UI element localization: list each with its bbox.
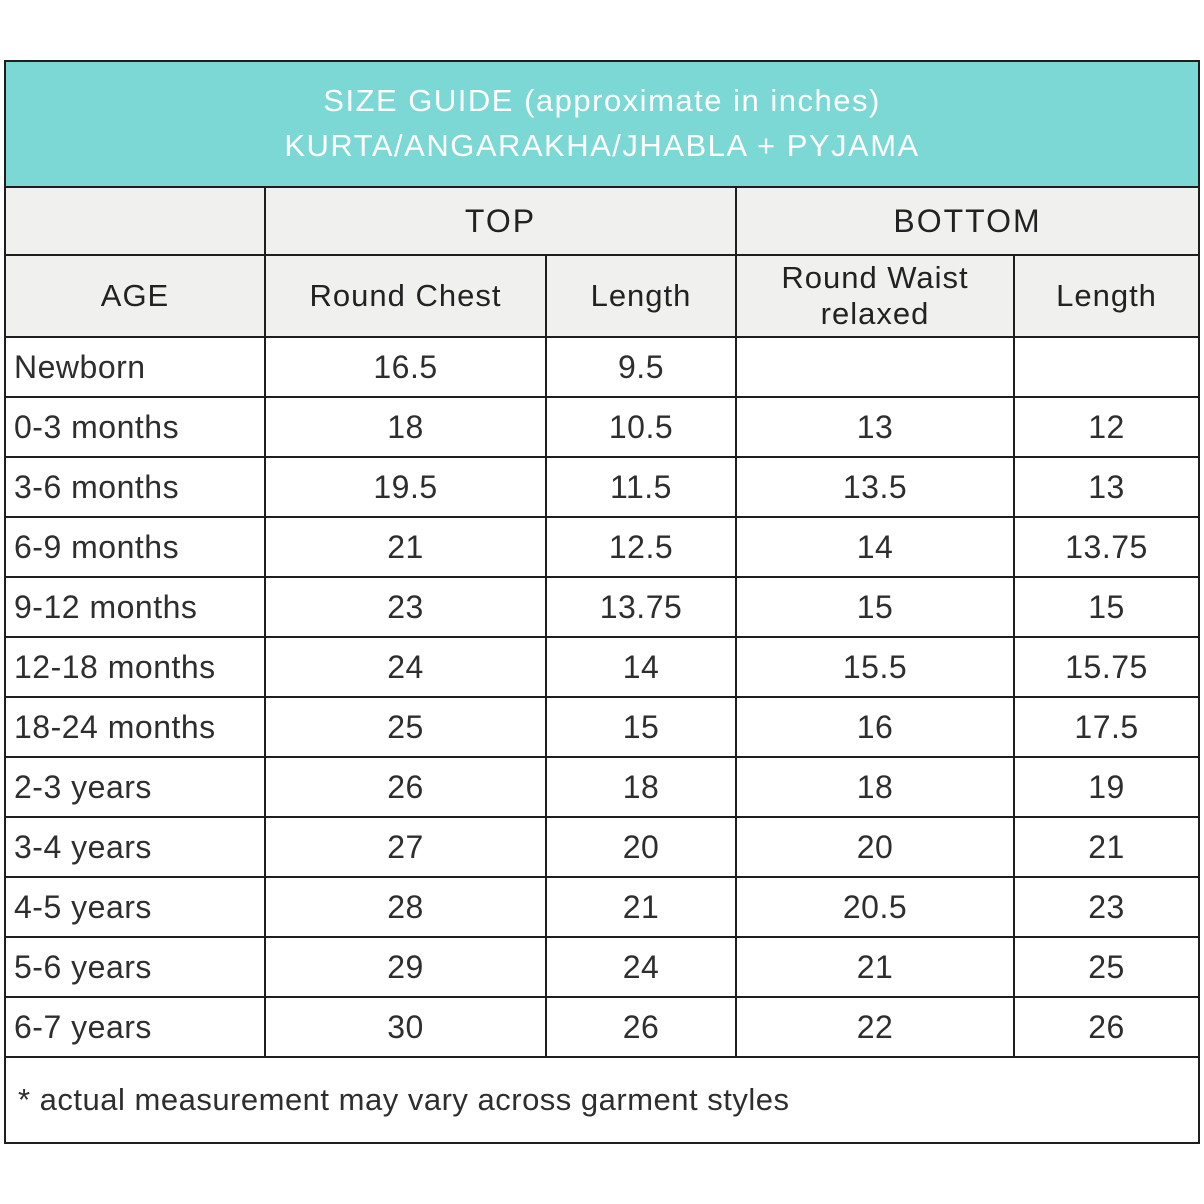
round-chest-cell: 19.5 <box>264 456 547 518</box>
top-length-cell: 18 <box>545 756 737 818</box>
age-cell: 4-5 years <box>4 876 266 938</box>
bottom-length-cell: 12 <box>1012 396 1201 458</box>
bottom-length-cell: 15.75 <box>1012 636 1201 698</box>
top-length-cell: 20 <box>545 816 737 878</box>
top-length-cell: 15 <box>545 696 737 758</box>
group-header-top: TOP <box>264 186 737 256</box>
age-cell: 6-7 years <box>4 996 266 1058</box>
bottom-length-cell: 15 <box>1012 576 1201 638</box>
table-row: 6-7 years 30 26 22 26 <box>4 996 1201 1058</box>
round-waist-cell: 22 <box>735 996 1015 1058</box>
banner-title: SIZE GUIDE (approximate in inches) KURTA… <box>3 60 1201 188</box>
bottom-length-cell: 17.5 <box>1012 696 1201 758</box>
round-waist-cell: 15.5 <box>735 636 1015 698</box>
bottom-length-cell <box>1012 336 1201 398</box>
round-chest-cell: 16.5 <box>264 336 547 398</box>
age-cell: 18-24 months <box>4 696 266 758</box>
round-waist-cell: 13 <box>735 396 1015 458</box>
column-header-age: AGE <box>4 254 266 338</box>
age-cell: 2-3 years <box>4 756 266 818</box>
top-length-cell: 24 <box>545 936 737 998</box>
group-header-empty <box>4 186 266 256</box>
round-waist-cell: 14 <box>735 516 1015 578</box>
bottom-length-cell: 19 <box>1012 756 1201 818</box>
age-cell: 5-6 years <box>4 936 266 998</box>
age-cell: 0-3 months <box>4 396 266 458</box>
top-length-cell: 21 <box>545 876 737 938</box>
round-chest-cell: 18 <box>264 396 547 458</box>
top-length-cell: 26 <box>545 996 737 1058</box>
age-cell: 9-12 months <box>4 576 266 638</box>
round-chest-cell: 30 <box>264 996 547 1058</box>
banner-row: SIZE GUIDE (approximate in inches) KURTA… <box>3 60 1201 188</box>
age-cell: Newborn <box>4 336 266 398</box>
round-waist-cell: 20.5 <box>735 876 1015 938</box>
round-chest-cell: 27 <box>264 816 547 878</box>
group-header-bottom: BOTTOM <box>734 186 1201 256</box>
top-length-cell: 14 <box>545 636 737 698</box>
age-cell: 3-4 years <box>4 816 266 878</box>
round-chest-cell: 21 <box>264 516 547 578</box>
top-length-cell: 12.5 <box>545 516 737 578</box>
table-row: 0-3 months 18 10.5 13 12 <box>4 396 1201 458</box>
table-row: 18-24 months 25 15 16 17.5 <box>4 696 1201 758</box>
table-row: 3-6 months 19.5 11.5 13.5 13 <box>4 456 1201 518</box>
column-header-top-length: Length <box>545 254 737 338</box>
table-row: 3-4 years 27 20 20 21 <box>4 816 1201 878</box>
bottom-length-cell: 21 <box>1012 816 1201 878</box>
table-row: 6-9 months 21 12.5 14 13.75 <box>4 516 1201 578</box>
bottom-length-cell: 13 <box>1012 456 1201 518</box>
bottom-length-cell: 26 <box>1012 996 1201 1058</box>
round-chest-cell: 26 <box>264 756 547 818</box>
footnote-row: * actual measurement may vary across gar… <box>3 1056 1201 1144</box>
bottom-length-cell: 25 <box>1012 936 1201 998</box>
round-chest-cell: 29 <box>264 936 547 998</box>
round-waist-cell <box>735 336 1015 398</box>
column-header-round-chest: Round Chest <box>264 254 547 338</box>
age-cell: 6-9 months <box>4 516 266 578</box>
round-chest-cell: 23 <box>264 576 547 638</box>
column-header-round-waist: Round Waist relaxed <box>735 254 1015 338</box>
age-cell: 12-18 months <box>4 636 266 698</box>
top-length-cell: 13.75 <box>545 576 737 638</box>
table-row: 2-3 years 26 18 18 19 <box>4 756 1201 818</box>
banner-title-line2: KURTA/ANGARAKHA/JHABLA + PYJAMA <box>284 128 920 163</box>
size-guide-table: SIZE GUIDE (approximate in inches) KURTA… <box>3 60 1201 1144</box>
table-row: 4-5 years 28 21 20.5 23 <box>4 876 1201 938</box>
column-header-bottom-length: Length <box>1012 254 1201 338</box>
round-chest-cell: 28 <box>264 876 547 938</box>
column-header-row: AGE Round Chest Length Round Waist relax… <box>4 254 1201 338</box>
round-waist-cell: 15 <box>735 576 1015 638</box>
round-chest-cell: 25 <box>264 696 547 758</box>
bottom-length-cell: 23 <box>1012 876 1201 938</box>
banner-title-line1: SIZE GUIDE (approximate in inches) <box>323 83 881 119</box>
round-waist-cell: 21 <box>735 936 1015 998</box>
table-row: 9-12 months 23 13.75 15 15 <box>4 576 1201 638</box>
age-cell: 3-6 months <box>4 456 266 518</box>
round-waist-cell: 20 <box>735 816 1015 878</box>
top-length-cell: 10.5 <box>545 396 737 458</box>
bottom-length-cell: 13.75 <box>1012 516 1201 578</box>
footnote-text: * actual measurement may vary across gar… <box>3 1056 1201 1144</box>
round-chest-cell: 24 <box>264 636 547 698</box>
table-row: 12-18 months 24 14 15.5 15.75 <box>4 636 1201 698</box>
round-waist-cell: 16 <box>735 696 1015 758</box>
round-waist-cell: 18 <box>735 756 1015 818</box>
top-length-cell: 9.5 <box>545 336 737 398</box>
table-row: Newborn 16.5 9.5 <box>4 336 1201 398</box>
group-header-row: TOP BOTTOM <box>4 186 1201 256</box>
table-row: 5-6 years 29 24 21 25 <box>4 936 1201 998</box>
round-waist-cell: 13.5 <box>735 456 1015 518</box>
top-length-cell: 11.5 <box>545 456 737 518</box>
